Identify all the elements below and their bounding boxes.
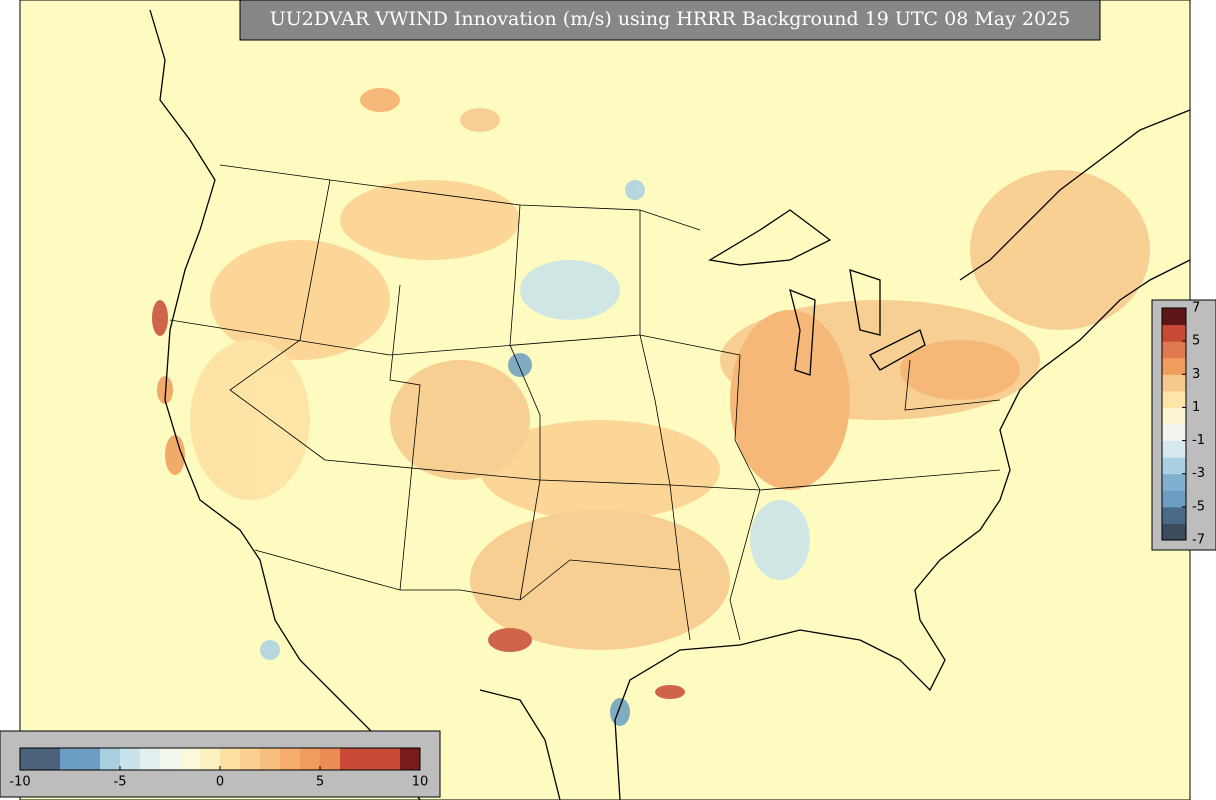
colorbar-segment (1162, 357, 1186, 375)
borders (169, 164, 1001, 641)
colorbar-segment (220, 748, 241, 770)
colorbar-label: 3 (1192, 367, 1200, 382)
map (19, 0, 1191, 800)
colorbar-segment (100, 748, 121, 770)
colorbar-segment (180, 748, 201, 770)
colorbar-segment (360, 748, 381, 770)
colorbar-bottom: -10 -5 0 5 10 (0, 730, 441, 798)
colorbar-segment (1162, 424, 1186, 442)
colorbar-segment (260, 748, 281, 770)
colorbar-segment (1162, 374, 1186, 392)
colorbar-segment (240, 748, 261, 770)
colorbar-segment (200, 748, 221, 770)
colorbar-right: 7 5 3 1 -1 -3 -5 -7 (1151, 299, 1216, 551)
coastlines (149, 9, 1191, 800)
colorbar-segment (1162, 523, 1186, 541)
colorbar-segment (280, 748, 301, 770)
colorbar-segment (1162, 308, 1186, 326)
colorbar-label: -5 (114, 775, 127, 790)
colorbar-frame (1161, 307, 1187, 541)
colorbar-segment (1162, 341, 1186, 359)
colorbar-segment (340, 748, 361, 770)
colorbar-segment (1162, 390, 1186, 408)
colorbar-segment (1162, 324, 1186, 342)
colorbar-label: 10 (412, 775, 429, 790)
colorbar-segment (140, 748, 161, 770)
colorbar-label: 5 (316, 775, 324, 790)
colorbar-segment (300, 748, 321, 770)
colorbar-label: -1 (1192, 433, 1205, 448)
colorbar-label: -10 (9, 775, 30, 790)
colorbar-label: -7 (1192, 533, 1205, 548)
colorbar-segment (120, 748, 141, 770)
colorbar-label: 7 (1192, 301, 1200, 316)
colorbar-label: 5 (1192, 334, 1200, 349)
colorbar-label: 0 (216, 775, 224, 790)
map-title: UU2DVAR VWIND Innovation (m/s) using HRR… (270, 8, 1071, 30)
colorbar-segment (400, 748, 421, 770)
colorbar-segment (20, 748, 41, 770)
title-background (239, 0, 1101, 41)
colorbar-label: -3 (1192, 466, 1205, 481)
colorbar-segment (380, 748, 401, 770)
colorbar-segment (80, 748, 101, 770)
colorbar-label: -5 (1192, 499, 1205, 514)
colorbar-segment (1162, 407, 1186, 425)
colorbar-segment (160, 748, 181, 770)
colorbar-segment (40, 748, 61, 770)
colorbar-segment (1162, 440, 1186, 458)
colorbar-segment (1162, 473, 1186, 491)
colorbar-segment (320, 748, 341, 770)
colorbar-segment (60, 748, 81, 770)
colorbar-segment (1162, 506, 1186, 524)
colorbar-label: 1 (1192, 400, 1200, 415)
title-box: UU2DVAR VWIND Innovation (m/s) using HRR… (239, 0, 1101, 41)
colorbar-segment (1162, 457, 1186, 475)
colorbar-segment (1162, 490, 1186, 508)
